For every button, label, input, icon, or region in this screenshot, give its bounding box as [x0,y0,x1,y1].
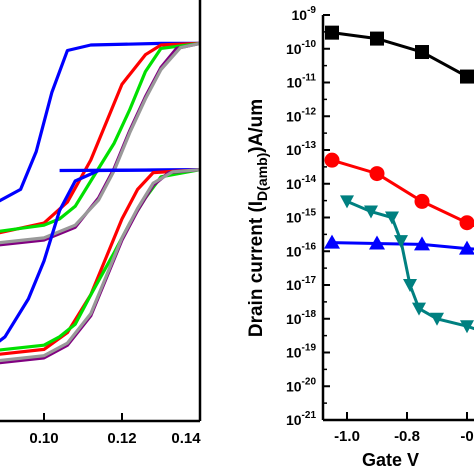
right-x-tick-label-2: -0 [460,428,473,445]
right-series-2-point-0 [324,234,340,249]
right-series-2-point-3 [459,240,474,255]
right-series-3-point-6 [430,312,444,326]
left-series-line-10 [0,168,201,363]
right-series-0 [325,25,474,84]
right-series-3 [340,195,474,334]
right-series-3-point-7 [460,320,474,334]
right-series-1 [324,152,474,231]
right-series [324,25,474,334]
right-series-line-0 [331,31,474,82]
right-series-1-point-2 [414,193,430,209]
right-series-1-point-0 [324,152,340,168]
left-axes [0,0,202,423]
right-y-tick-label-0: 10-9 [292,5,317,23]
right-series-2 [324,234,474,255]
left-x-ticks: 0.080.100.120.14 [29,413,201,447]
right-series-3-point-3 [394,235,408,249]
right-y-tick-label-3: 10-12 [286,106,316,124]
left-chart: 0.080.100.120.14 [0,0,201,447]
right-x-ticks: -1.0 -0.8 -0 [334,412,474,445]
left-series-line-2 [0,41,201,233]
right-series-1-point-3 [459,215,474,231]
left-x-tick-label-1: 0.10 [29,430,58,447]
left-series-lines [0,41,201,365]
right-y-tick-label-2: 10-11 [287,73,317,91]
right-y-tick-label-1: 10-10 [286,39,316,57]
right-series-1-point-1 [369,166,385,182]
right-y-tick-label-9: 10-18 [286,309,316,327]
right-series-3-point-1 [364,205,378,219]
right-y-axis-title: Drain current (ID(amb))A/um [246,99,270,337]
right-series-2-point-2 [414,236,430,251]
right-y-tick-label-10: 10-19 [286,343,316,361]
left-series-line-4 [0,41,201,245]
right-y-tick-label-7: 10-16 [286,241,316,259]
left-x-tick-label-3: 0.14 [171,430,201,447]
right-x-tick-label-1: -0.8 [394,428,420,445]
left-series-line-3 [0,41,201,247]
right-series-0-point-3 [460,69,474,84]
right-chart: 10-9 10-10 10-11 10-12 10-13 10-14 10-15 10-16 1… [246,5,474,470]
right-y-tick-label-5: 10-14 [286,174,316,192]
left-series-line-1 [0,41,201,235]
right-series-2-point-1 [369,235,385,250]
right-y-tick-label-12: 10-21 [286,410,316,428]
right-series-3-point-5 [412,302,426,316]
right-y-tick-label-8: 10-17 [286,275,316,293]
right-y-ticks: 10-9 10-10 10-11 10-12 10-13 10-14 10-15 10-16 1… [286,5,330,428]
left-x-tick-label-2: 0.12 [107,430,136,447]
right-y-tick-label-6: 10-15 [286,208,316,226]
right-series-line-1 [331,158,474,228]
right-series-3-point-2 [385,211,399,225]
right-series-0-point-2 [415,45,429,60]
right-axes [321,15,474,422]
right-y-tick-label-11: 10-20 [286,376,316,394]
right-y-tick-label-4: 10-13 [286,140,316,158]
right-series-3-point-4 [403,279,417,292]
right-series-0-point-0 [325,25,339,40]
right-series-0-point-1 [370,31,384,46]
right-series-3-point-0 [340,195,354,209]
right-series-line-3 [346,200,474,331]
left-series-line-5 [0,168,201,343]
left-series-line-7 [0,168,201,356]
right-x-axis-title: Gate V [362,450,419,470]
right-x-tick-label-0: -1.0 [334,428,360,445]
left-series-line-0 [0,41,200,203]
